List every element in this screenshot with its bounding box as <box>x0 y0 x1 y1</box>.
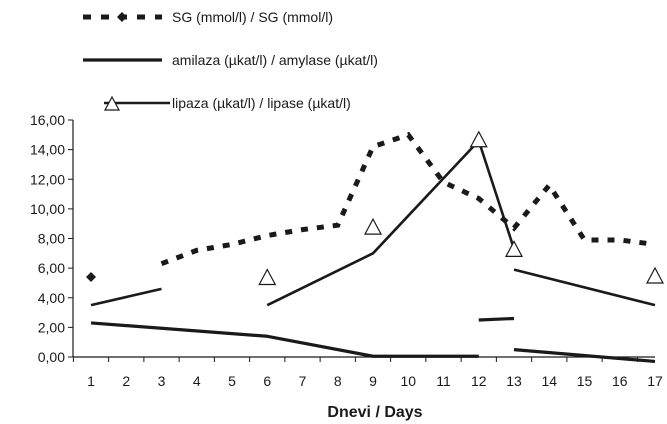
series-sg <box>86 131 656 283</box>
legend: SG (mmol/l) / SG (mmol/l) amilaza (µkat/… <box>83 9 378 111</box>
plot-area <box>86 130 664 364</box>
series-line <box>90 287 162 307</box>
y-tick-label: 6,00 <box>38 260 65 276</box>
y-tick-label: 2,00 <box>38 319 65 335</box>
y-tick-label: 10,00 <box>30 201 65 217</box>
y-tick-label: 16,00 <box>30 112 65 128</box>
x-tick-label: 11 <box>436 373 451 389</box>
x-tick-label: 10 <box>400 373 416 389</box>
series-line <box>513 268 656 307</box>
x-tick-label: 14 <box>541 373 557 389</box>
triangle-marker <box>646 266 664 284</box>
series-line <box>266 139 516 307</box>
legend-entry-lipase: lipaza (µkat/l) / lipase (µkat/l) <box>103 95 351 111</box>
series-line <box>513 347 656 364</box>
x-tick-label: 6 <box>263 373 271 389</box>
x-tick-label: 5 <box>228 373 236 389</box>
triangle-marker <box>364 217 382 235</box>
x-tick-label: 2 <box>122 373 130 389</box>
legend-entry-amylase: amilaza (µkat/l) / amylase (µkat/l) <box>83 52 378 68</box>
x-tick-label: 7 <box>299 373 307 389</box>
series-lipase <box>90 130 664 307</box>
x-tick-label: 8 <box>334 373 342 389</box>
series-amylase <box>90 316 656 364</box>
y-tick-label: 0,00 <box>38 349 65 365</box>
x-axis-title: Dnevi / Days <box>327 404 422 421</box>
x-tick-label: 15 <box>577 373 593 389</box>
legend-diamond-icon <box>117 12 127 22</box>
x-tick-label: 4 <box>193 373 201 389</box>
series-line <box>160 131 656 267</box>
series-line <box>90 321 479 358</box>
triangle-marker <box>469 130 488 148</box>
x-tick-label: 12 <box>471 373 487 389</box>
data-point <box>86 272 96 283</box>
triangle-marker <box>505 240 523 257</box>
series-line <box>478 316 515 322</box>
legend-triangle-icon <box>103 95 121 111</box>
y-tick-label: 8,00 <box>38 231 65 247</box>
legend-entry-sg: SG (mmol/l) / SG (mmol/l) <box>83 9 333 25</box>
y-tick-label: 14,00 <box>30 142 65 158</box>
x-tick-label: 9 <box>369 373 377 389</box>
legend-label-sg: SG (mmol/l) / SG (mmol/l) <box>172 9 333 25</box>
axes: 0,00 2,00 4,00 6,00 8,00 10,00 12,00 14,00 16,00… <box>30 112 663 389</box>
y-tick-label: 4,00 <box>38 290 65 306</box>
legend-label-lipase: lipaza (µkat/l) / lipase (µkat/l) <box>172 95 351 111</box>
x-tick-label: 17 <box>647 373 663 389</box>
x-tick-label: 1 <box>87 373 95 389</box>
triangle-marker <box>258 268 277 286</box>
x-tick-label: 13 <box>506 373 522 389</box>
legend-label-amylase: amilaza (µkat/l) / amylase (µkat/l) <box>172 52 378 68</box>
x-tick-label: 16 <box>612 373 628 389</box>
x-tick-label: 3 <box>158 373 166 389</box>
y-tick-label: 12,00 <box>30 171 65 187</box>
